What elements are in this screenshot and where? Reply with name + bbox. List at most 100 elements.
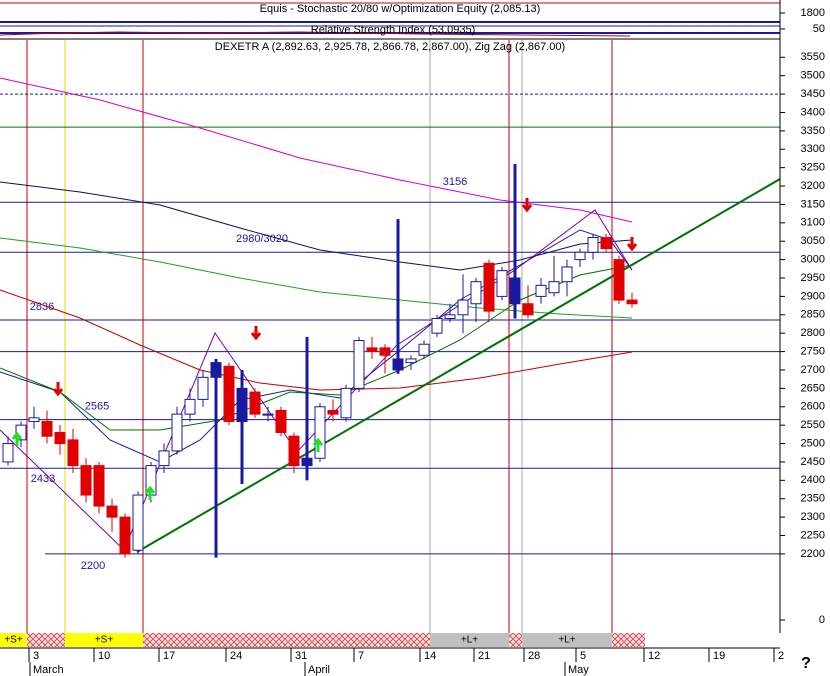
x-tick-label: 21	[478, 650, 490, 662]
candle-body	[184, 398, 196, 415]
candle-body	[561, 266, 573, 283]
candle-body	[236, 387, 248, 422]
candle-body	[418, 343, 430, 356]
x-tick-label: 19	[713, 650, 725, 662]
candle-body	[548, 281, 560, 294]
candle-body	[67, 439, 79, 467]
y-tick-label: 2800	[801, 327, 825, 339]
candle-body	[392, 358, 404, 371]
y-tick-label: 2500	[801, 437, 825, 449]
candle-body	[509, 277, 521, 305]
month-label: March	[33, 664, 64, 676]
level-label: 2200	[81, 560, 105, 572]
candle-body	[405, 358, 417, 364]
y-tick-label: 50	[813, 23, 825, 35]
y-tick-label: 1800	[801, 7, 825, 19]
y-tick-label: 3000	[801, 254, 825, 266]
y-tick-label: 2300	[801, 511, 825, 523]
candle-body	[119, 516, 131, 555]
levels: 3156 2980/3020 2836 2565 2433 2200	[0, 93, 780, 572]
y-tick-label: 3450	[801, 88, 825, 100]
candle-body	[366, 347, 378, 353]
level-label: 2433	[31, 473, 55, 485]
candle-body	[327, 409, 339, 415]
candle-body	[470, 281, 482, 305]
x-tick-label: 31	[295, 650, 307, 662]
sell-arrow	[521, 198, 533, 213]
candle-body	[626, 299, 638, 305]
y-tick-label: 2450	[801, 456, 825, 468]
candle-body	[574, 251, 586, 261]
pane-title: Equis - Stochastic 20/80 w/Optimization …	[260, 3, 541, 15]
candle-body	[210, 362, 222, 378]
candle-body	[158, 450, 170, 467]
help-icon[interactable]: ?	[801, 655, 811, 672]
y-tick-label: 3500	[801, 70, 825, 82]
sell-arrow	[626, 237, 638, 252]
candle-body	[587, 237, 599, 253]
y-tick-label: 0	[819, 614, 825, 626]
signal-segment	[430, 633, 509, 647]
sell-arrow	[52, 382, 64, 397]
signal-segment	[0, 633, 27, 647]
signal-label: +L+	[461, 635, 478, 646]
pane-title: DEXETR A (2,892.63, 2,925.78, 2,866.78, …	[215, 41, 565, 53]
y-tick-label: 2950	[801, 272, 825, 284]
candle-body	[15, 424, 27, 441]
candle-body	[600, 237, 612, 250]
y-tick-label: 2650	[801, 382, 825, 394]
level-label: 2980/3020	[236, 233, 288, 245]
buy-arrow	[312, 437, 324, 452]
x-tick-label: 3	[33, 650, 39, 662]
candle-body	[340, 387, 352, 419]
candle-body	[444, 314, 456, 319]
indicators	[0, 77, 830, 553]
moving-average	[0, 289, 633, 391]
candle-body	[431, 317, 443, 334]
candle-body	[535, 284, 547, 297]
y-tick-label: 2900	[801, 290, 825, 302]
x-tick-label: 5	[580, 650, 586, 662]
level-label: 2565	[85, 401, 109, 413]
candle-body	[80, 465, 92, 496]
candle-body	[483, 262, 495, 312]
y-tick-label: 2750	[801, 345, 825, 357]
y-tick-label: 2250	[801, 529, 825, 541]
y-tick-label: 3050	[801, 235, 825, 247]
x-tick-label: 28	[528, 650, 540, 662]
candle-body	[223, 365, 235, 422]
candle-body	[353, 340, 365, 389]
y-tick-label: 3300	[801, 143, 825, 155]
candle-body	[106, 505, 118, 518]
candle-body	[132, 494, 144, 551]
x-tick-label: 7	[358, 650, 364, 662]
candle-body	[93, 465, 105, 507]
arrows	[11, 198, 638, 500]
candle-body	[457, 299, 469, 316]
x-tick-label: 12	[648, 650, 660, 662]
y-tick-label: 3200	[801, 180, 825, 192]
y-tick-label: 3150	[801, 198, 825, 210]
candle-body	[522, 303, 534, 316]
y-tick-label: 3250	[801, 162, 825, 174]
moving-average	[0, 264, 633, 431]
y-tick-label: 2850	[801, 309, 825, 321]
moving-average	[0, 181, 633, 271]
level-label: 2836	[30, 301, 54, 313]
y-tick-label: 2700	[801, 364, 825, 376]
sell-arrow	[250, 326, 262, 341]
y-tick-label: 2600	[801, 401, 825, 413]
candle-body	[197, 376, 209, 400]
y-tick-label: 2350	[801, 493, 825, 505]
buy-arrow	[144, 485, 156, 500]
candle-body	[613, 259, 625, 301]
candle-body	[275, 409, 287, 434]
x-tick-label: 2	[778, 650, 784, 662]
candle-body	[496, 270, 508, 297]
y-tick-label: 2550	[801, 419, 825, 431]
trend-line	[136, 149, 830, 553]
candle-body	[301, 457, 313, 467]
candle-body	[54, 432, 66, 445]
plot-area	[0, 0, 780, 633]
